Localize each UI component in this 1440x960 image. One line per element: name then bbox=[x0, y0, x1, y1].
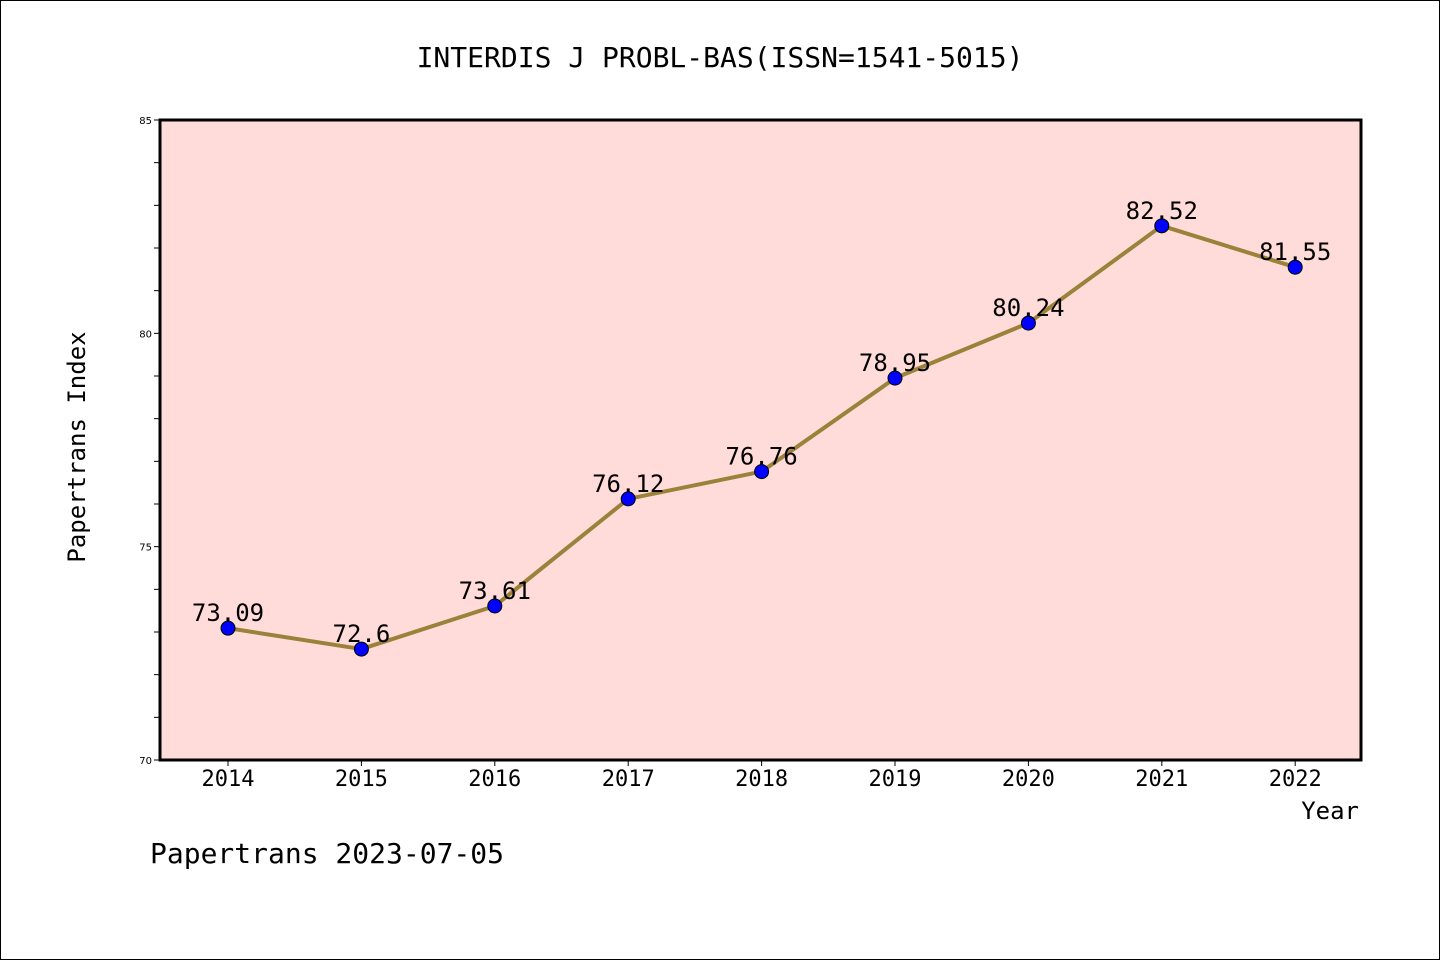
y-tick-label: 80 bbox=[139, 329, 152, 340]
footer-text: Papertrans 2023-07-05 bbox=[150, 837, 504, 870]
data-label: 81.55 bbox=[1259, 238, 1331, 266]
data-point bbox=[1020, 315, 1036, 331]
y-axis-label: Papertrans Index bbox=[63, 331, 91, 562]
x-tick-label: 2019 bbox=[869, 767, 922, 792]
data-point bbox=[1287, 259, 1303, 275]
data-label: 80.24 bbox=[992, 294, 1064, 322]
y-tick-label: 75 bbox=[139, 543, 152, 554]
x-tick-label: 2016 bbox=[468, 767, 521, 792]
series: 73.09 72.6 73.61 76.12 76.76 78.95 80.24 82.52 8… bbox=[192, 197, 1331, 657]
data-point bbox=[754, 464, 770, 480]
x-tick-label: 2014 bbox=[202, 767, 255, 792]
x-tick-label: 2017 bbox=[602, 767, 655, 792]
data-label: 82.52 bbox=[1126, 197, 1198, 225]
data-label: 78.95 bbox=[859, 349, 931, 377]
data-label: 73.09 bbox=[192, 599, 264, 627]
data-point bbox=[353, 641, 369, 657]
chart-title: INTERDIS J PROBL-BAS(ISSN=1541-5015) bbox=[417, 41, 1024, 74]
x-axis: 2014 2015 2016 2017 2018 2019 2020 2021 2022 bbox=[202, 760, 1322, 792]
plot-border bbox=[158, 118, 1363, 762]
data-label: 76.76 bbox=[725, 443, 797, 471]
y-axis: 70 75 80 85 bbox=[139, 116, 160, 767]
data-point bbox=[887, 370, 903, 386]
y-tick-label: 85 bbox=[139, 116, 152, 127]
x-tick-label: 2018 bbox=[735, 767, 788, 792]
x-tick-label: 2021 bbox=[1135, 767, 1188, 792]
x-tick-label: 2015 bbox=[335, 767, 388, 792]
x-tick-label: 2022 bbox=[1269, 767, 1322, 792]
data-label: 72.6 bbox=[333, 620, 391, 648]
data-point bbox=[487, 598, 503, 614]
data-point bbox=[220, 620, 236, 636]
data-point bbox=[620, 491, 636, 507]
x-axis-label: Year bbox=[1301, 797, 1359, 825]
data-label: 76.12 bbox=[592, 470, 664, 498]
data-label: 73.61 bbox=[459, 577, 531, 605]
x-tick-label: 2020 bbox=[1002, 767, 1055, 792]
y-tick-label: 70 bbox=[139, 756, 152, 767]
data-point bbox=[1154, 218, 1170, 234]
